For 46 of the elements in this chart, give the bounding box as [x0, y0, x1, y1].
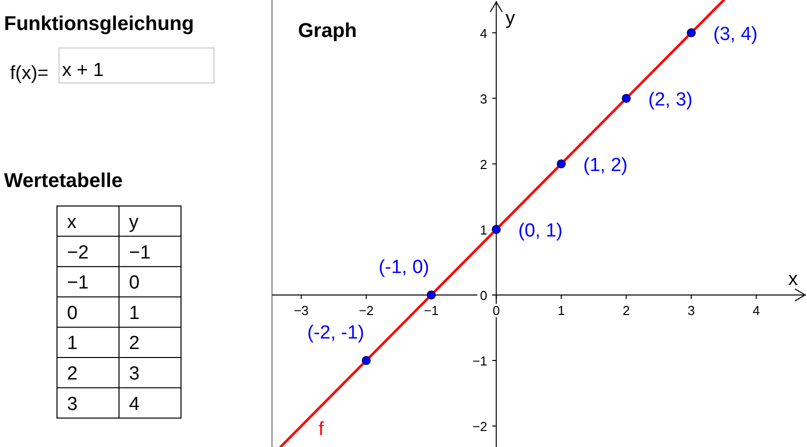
y-tick-label: 3: [480, 91, 488, 106]
text: 0: [129, 272, 140, 294]
y-tick-label: 4: [480, 26, 488, 41]
text-field: x + 1: [58, 48, 214, 84]
point: [492, 224, 501, 234]
x-axis-title: x: [788, 268, 798, 290]
x-tick-label: −2: [358, 302, 374, 318]
text: y: [129, 212, 138, 233]
data-label: (-2, -1): [307, 322, 364, 344]
y-tick-label: −2: [472, 419, 488, 434]
data-label: (-1, 0): [378, 256, 430, 278]
x-tick-label: 2: [622, 302, 630, 318]
point: [556, 159, 566, 168]
point: [426, 290, 436, 300]
text: 2: [67, 364, 78, 384]
text: 4: [129, 394, 140, 415]
y-tick-label: −1: [472, 353, 488, 368]
text: Graph: [298, 20, 357, 42]
data-label: (0, 1): [518, 220, 563, 242]
text: Funktionsgleichung: [4, 13, 194, 35]
text: 2: [129, 333, 140, 354]
x-tick-label: 1: [558, 302, 565, 318]
text: −2: [67, 242, 89, 264]
text: 3: [67, 394, 78, 415]
point: [622, 94, 631, 103]
y-tick-label: 1: [480, 222, 488, 238]
y-tick-label: 2: [480, 156, 488, 172]
data-label: (2, 3): [648, 89, 693, 110]
series-label: f: [318, 419, 324, 440]
x-tick-label: −1: [424, 302, 439, 318]
text: 3: [129, 364, 140, 384]
text: x: [67, 212, 76, 233]
x-tick-label: 4: [752, 302, 760, 318]
text: 1: [67, 333, 78, 354]
text: −1: [67, 272, 89, 294]
point: [686, 28, 696, 38]
point: [362, 356, 371, 365]
text: f(x)=: [10, 63, 49, 84]
x-tick-label: −3: [294, 302, 309, 318]
text: Wertetabelle: [4, 170, 123, 192]
text: −1: [129, 242, 151, 264]
x-tick-label: 3: [688, 302, 695, 318]
y-axis-title: y: [506, 8, 516, 29]
y-tick-label: 0: [480, 288, 488, 303]
data-label: (3, 4): [713, 24, 758, 45]
data-label: (1, 2): [583, 154, 628, 176]
